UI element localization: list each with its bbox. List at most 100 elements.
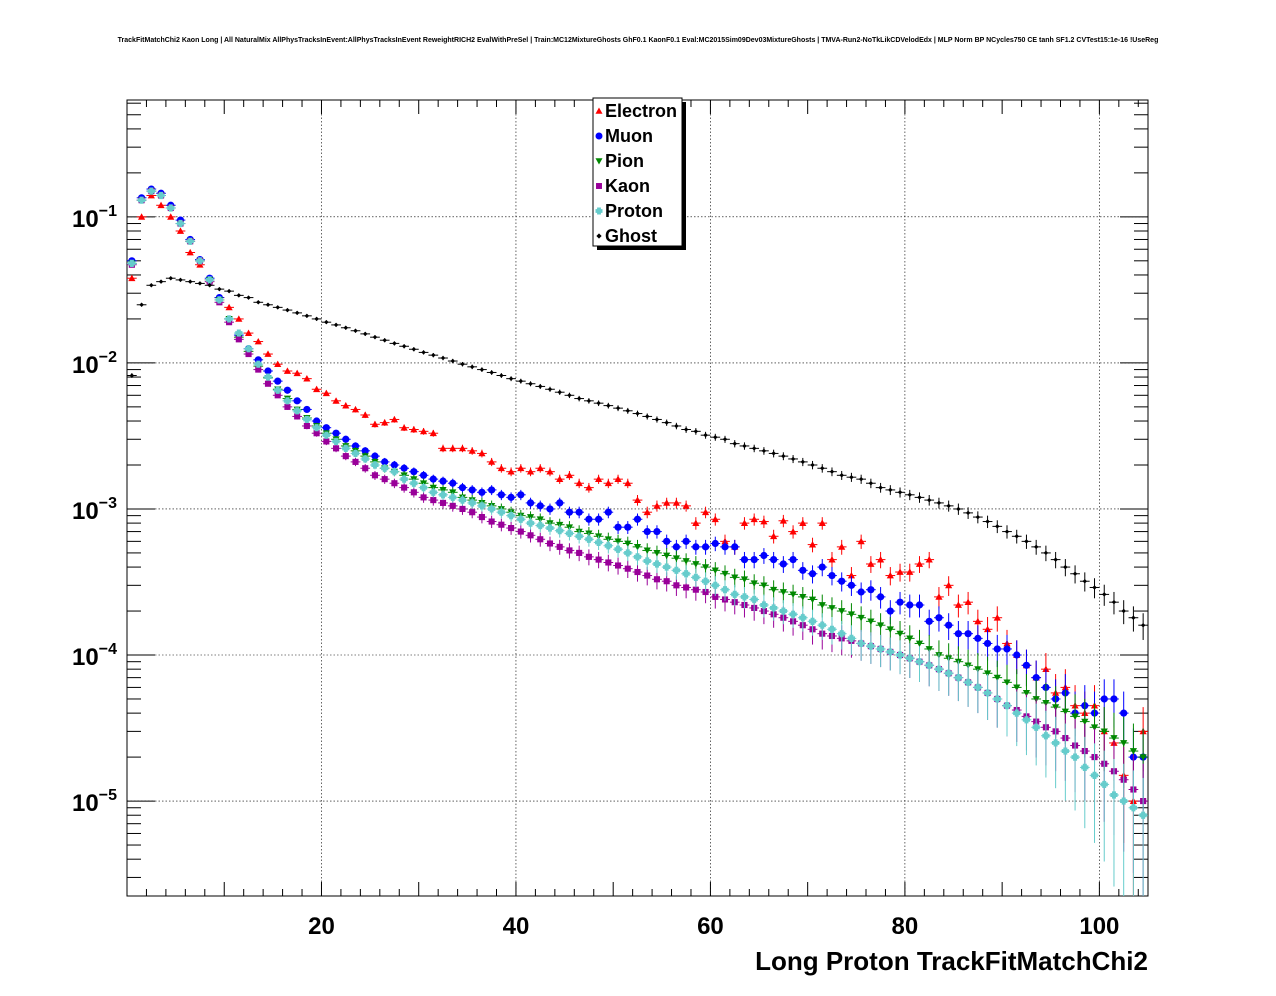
point-proton <box>1022 716 1031 724</box>
point-muon <box>1110 695 1118 703</box>
y-tick-label: 10−5 <box>72 787 117 817</box>
point-electron <box>381 419 389 426</box>
point-pion <box>818 602 826 609</box>
legend-label-electron: Electron <box>605 101 677 121</box>
point-muon <box>964 630 972 638</box>
point-ghost <box>693 429 699 434</box>
point-proton <box>497 508 505 516</box>
point-ghost <box>1063 564 1068 570</box>
point-proton <box>1032 723 1040 731</box>
point-ghost <box>703 432 708 438</box>
point-muon <box>857 588 865 596</box>
point-electron <box>770 532 778 540</box>
point-electron <box>993 614 1001 621</box>
point-proton <box>167 204 175 212</box>
chart-title: TrackFitMatchChi2 Kaon Long | All Natura… <box>118 37 1159 44</box>
point-proton <box>449 493 457 501</box>
point-pion <box>1022 690 1031 697</box>
point-muon <box>847 581 856 589</box>
legend-box <box>592 97 683 247</box>
point-electron <box>556 475 564 483</box>
point-muon <box>458 484 467 492</box>
point-pion <box>692 561 700 568</box>
point-ghost <box>353 328 358 334</box>
point-electron <box>760 517 768 525</box>
point-electron <box>701 508 710 516</box>
point-electron <box>974 617 982 625</box>
point-proton <box>419 484 428 492</box>
point-muon <box>925 617 933 625</box>
point-muon <box>390 461 399 469</box>
legend-marker-pion <box>595 158 603 165</box>
point-pion <box>925 646 933 653</box>
point-ghost <box>1101 592 1107 597</box>
legend-label-ghost: Ghost <box>605 226 657 246</box>
point-muon <box>497 491 505 499</box>
point-muon <box>526 499 535 507</box>
x-tick-label: 60 <box>697 913 724 940</box>
point-electron <box>468 447 476 454</box>
point-kaon <box>362 465 369 472</box>
point-proton <box>701 577 710 585</box>
point-ghost <box>197 281 203 286</box>
point-proton <box>128 259 136 268</box>
point-pion <box>847 611 856 618</box>
point-electron <box>137 213 146 220</box>
point-proton <box>1100 780 1108 789</box>
point-pion <box>663 552 671 560</box>
point-ghost <box>1082 578 1088 584</box>
point-electron <box>274 360 282 368</box>
point-ghost <box>440 355 446 361</box>
point-ghost <box>1092 585 1097 590</box>
point-pion <box>731 574 739 581</box>
point-proton <box>653 560 661 568</box>
point-proton <box>818 621 826 629</box>
point-ghost <box>965 510 971 516</box>
series-electron <box>127 191 1148 896</box>
y-tick-label: 10−3 <box>72 495 117 525</box>
point-muon <box>701 543 710 551</box>
point-ghost <box>236 293 242 298</box>
point-electron <box>828 556 836 563</box>
point-muon <box>935 614 943 622</box>
point-muon <box>313 417 321 425</box>
point-muon <box>585 515 593 523</box>
point-proton <box>945 669 953 677</box>
point-electron <box>283 367 292 374</box>
point-ghost <box>1024 539 1029 544</box>
point-ghost <box>304 313 310 319</box>
point-pion <box>1013 684 1021 692</box>
point-ghost <box>1072 571 1078 577</box>
point-electron <box>663 499 671 506</box>
point-muon <box>429 475 437 483</box>
point-proton <box>633 553 642 561</box>
point-ghost <box>1111 599 1117 605</box>
point-proton <box>546 524 554 532</box>
point-ghost <box>469 364 475 370</box>
point-proton <box>711 581 719 589</box>
point-ghost <box>1131 615 1136 620</box>
point-proton <box>1061 747 1069 755</box>
point-ghost <box>518 378 524 384</box>
point-pion <box>721 570 729 578</box>
point-ghost <box>431 352 436 358</box>
point-proton <box>274 386 282 394</box>
point-electron <box>740 519 749 526</box>
point-proton <box>381 464 389 472</box>
point-kaon <box>663 578 670 585</box>
point-muon <box>419 471 428 479</box>
point-kaon <box>537 536 544 543</box>
point-muon <box>1022 661 1031 669</box>
point-proton <box>692 573 700 581</box>
point-ghost <box>460 361 465 367</box>
point-muon <box>565 508 574 516</box>
point-electron <box>954 601 962 608</box>
point-proton <box>176 219 185 228</box>
point-pion <box>838 608 846 615</box>
point-proton <box>906 654 914 662</box>
point-muon <box>808 570 817 578</box>
point-electron <box>488 458 496 465</box>
point-pion <box>886 626 894 633</box>
point-ghost <box>421 350 426 355</box>
point-electron <box>1042 665 1050 673</box>
